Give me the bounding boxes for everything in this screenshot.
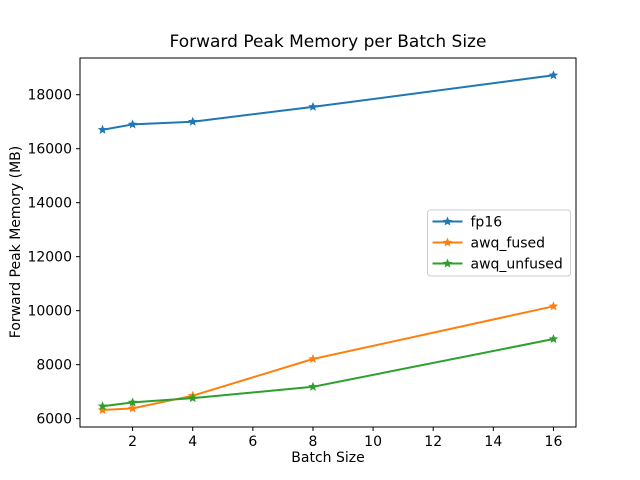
data-point-awq_fused [97, 404, 108, 415]
data-point-awq_fused [308, 353, 318, 364]
x-tick-label: 12 [424, 434, 442, 450]
x-tick-label: 4 [188, 434, 197, 450]
data-point-awq_fused [127, 403, 138, 413]
data-point-awq_unfused [548, 334, 559, 344]
x-tick-label: 16 [545, 434, 563, 450]
data-point-fp16 [127, 119, 138, 129]
data-point-awq_unfused [187, 393, 198, 403]
legend-marker [442, 258, 453, 268]
data-point-awq_unfused [97, 401, 108, 411]
chart-title: Forward Peak Memory per Batch Size [170, 32, 487, 52]
y-tick-label: 14000 [27, 196, 72, 212]
x-tick-label: 2 [128, 434, 137, 450]
y-tick-label: 18000 [27, 88, 72, 104]
y-tick-label: 8000 [36, 358, 72, 374]
legend-label: fp16 [471, 215, 503, 231]
legend-marker [442, 216, 453, 226]
data-point-awq_unfused [308, 381, 318, 391]
x-tick-label: 10 [364, 434, 382, 450]
data-point-awq_unfused [127, 397, 138, 407]
data-point-fp16 [308, 101, 318, 111]
x-axis-label: Batch Size [291, 450, 364, 466]
x-tick-label: 8 [309, 434, 318, 450]
legend-label: awq_fused [471, 236, 546, 252]
y-tick-label: 6000 [36, 412, 72, 428]
y-axis-label: Forward Peak Memory (MB) [8, 146, 24, 338]
legend-label: awq_unfused [471, 257, 563, 273]
data-point-fp16 [187, 116, 198, 126]
legend-box [427, 209, 571, 277]
data-point-awq_fused [548, 301, 559, 311]
y-tick-label: 16000 [27, 142, 72, 158]
y-tick-label: 12000 [27, 250, 72, 266]
data-point-fp16 [97, 124, 108, 134]
y-tick-label: 10000 [27, 304, 72, 320]
x-tick-label: 6 [248, 434, 257, 450]
x-tick-label: 14 [484, 434, 502, 450]
plot-area: 2 4 6 8 10 12 14 16 6000 8000 10000 12000 14000 16000… [27, 57, 577, 450]
data-point-fp16 [548, 70, 559, 80]
legend-marker [442, 237, 453, 247]
